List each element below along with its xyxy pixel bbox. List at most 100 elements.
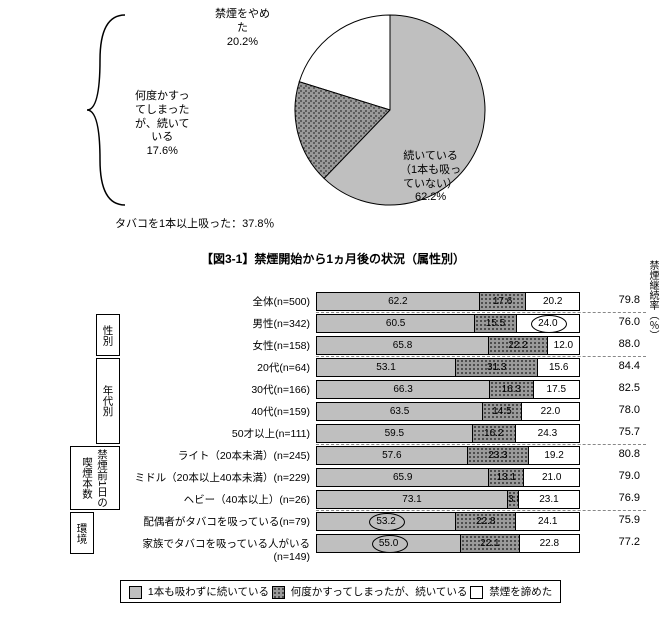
stacked-bar: 65.822.212.0 — [316, 336, 580, 355]
group-divider — [316, 312, 646, 313]
bar-segment: 55.0 — [317, 535, 460, 552]
bar-segment: 63.5 — [317, 403, 482, 420]
group-divider — [316, 356, 646, 357]
bar-segment: 16.2 — [472, 425, 515, 442]
row-label: ミドル（20本以上40本未満）(n=229) — [130, 470, 310, 485]
bar-segment: 16.3 — [489, 381, 532, 398]
bar-segment: 17.5 — [533, 381, 579, 398]
row-label: 配偶者がタバコを吸っている(n=79) — [130, 514, 310, 529]
bar-segment: 65.9 — [317, 469, 488, 486]
bar-segment: 66.3 — [317, 381, 489, 398]
group-label: 年代別 — [96, 358, 120, 444]
group-label: 禁煙前1日の喫煙本数 — [70, 446, 120, 510]
rate-value: 80.8 — [600, 448, 640, 460]
bar-row: 家族でタバコを吸っている人がいる(n=149)55.022.122.877.2 — [0, 532, 666, 554]
bar-segment: 62.2 — [317, 293, 479, 310]
bar-segment: 23.3 — [467, 447, 529, 464]
bar-row: 全体(n=500) 62.217.620.2 79.8 — [0, 290, 666, 312]
stacked-bar: 53.131.315.6 — [316, 358, 580, 377]
stacked-bar: 57.623.319.2 — [316, 446, 580, 465]
row-label: 家族でタバコを吸っている人がいる(n=149) — [130, 536, 310, 563]
row-label: 男性(n=342) — [130, 316, 310, 331]
bar-segment: 22.8 — [519, 535, 579, 552]
page-root: { "pie": { "cx": 110, "cy": 110, "r": 95… — [0, 0, 666, 620]
stacked-bar-chart: 全体(n=500)62.217.620.279.8男性(n=342)60.515… — [0, 290, 666, 554]
legend-swatch — [470, 586, 483, 599]
rate-value: 75.9 — [600, 514, 640, 526]
rate-value: 79.0 — [600, 470, 640, 482]
bar-segment: 73.1 — [317, 491, 507, 508]
stacked-bar: 63.514.522.0 — [316, 402, 580, 421]
legend-label: 1本も吸わずに続いている — [145, 586, 272, 598]
rate-value: 79.8 — [600, 294, 640, 306]
stacked-bar: 59.516.224.3 — [316, 424, 580, 443]
group-label: 性別 — [96, 314, 120, 356]
bar-segment: 31.3 — [455, 359, 537, 376]
row-label: ヘビー（40本以上）(n=26) — [130, 492, 310, 507]
pie-slice-label: 禁煙をやめた20.2% — [215, 8, 270, 49]
bar-segment: 22.8 — [455, 513, 515, 530]
bar-segment: 22.2 — [488, 337, 547, 354]
bar-segment: 65.8 — [317, 337, 488, 354]
stacked-bar: 60.515.524.0 — [316, 314, 580, 333]
bar-segment: 21.0 — [523, 469, 579, 486]
bar-segment: 15.5 — [474, 315, 515, 332]
bar-segment: 24.1 — [515, 513, 579, 530]
bar-segment: 53.2 — [317, 513, 455, 530]
brace-icon — [85, 10, 135, 210]
bar-segment: 57.6 — [317, 447, 467, 464]
rate-value: 82.5 — [600, 382, 640, 394]
pie-slice-label: 続いている（1本も吸っていない）62.2% — [400, 150, 461, 205]
bar-segment: 53.1 — [317, 359, 455, 376]
bar-segment: 20.2 — [525, 293, 579, 310]
pie-svg — [280, 0, 500, 220]
stacked-bar: 66.316.317.5 — [316, 380, 580, 399]
group-divider — [316, 510, 646, 511]
row-label: 女性(n=158) — [130, 338, 310, 353]
bar-segment: 60.5 — [317, 315, 474, 332]
legend-swatch — [272, 586, 285, 599]
rate-value: 76.0 — [600, 316, 640, 328]
stacked-bar: 55.022.122.8 — [316, 534, 580, 553]
pie-footer: タバコを1本以上吸った：37.8％ — [115, 215, 275, 231]
stacked-bar: 65.913.121.0 — [316, 468, 580, 487]
rate-value: 88.0 — [600, 338, 640, 350]
stacked-bar: 53.222.824.1 — [316, 512, 580, 531]
rate-value: 75.7 — [600, 426, 640, 438]
bar-segment: 59.5 — [317, 425, 472, 442]
rate-value: 77.2 — [600, 536, 640, 548]
stacked-bar: 73.13.823.1 — [316, 490, 580, 509]
group-divider — [316, 444, 646, 445]
legend-label: 何度かすってしまったが、続いている — [288, 586, 470, 598]
bar-row: 配偶者がタバコを吸っている(n=79) 53.222.824.1 75.9 — [0, 510, 666, 532]
bar-segment: 23.1 — [518, 491, 579, 508]
rate-value: 84.4 — [600, 360, 640, 372]
bar-segment: 17.6 — [479, 293, 526, 310]
row-label: 20代(n=64) — [130, 360, 310, 375]
rate-value: 78.0 — [600, 404, 640, 416]
row-label: ライト（20本未満）(n=245) — [130, 448, 310, 463]
bar-segment: 14.5 — [482, 403, 521, 420]
group-label: 環境 — [70, 512, 94, 554]
pie-slice-label: 何度かすってしまったが、続いている17.6% — [135, 90, 190, 159]
bar-segment: 3.8 — [507, 491, 518, 508]
pie-chart-area: 続いている（1本も吸っていない）62.2% 何度かすってしまったが、続いている17… — [0, 0, 666, 240]
row-label: 30代(n=166) — [130, 382, 310, 397]
bar-segment: 24.3 — [515, 425, 579, 442]
legend-label: 禁煙を諦めた — [486, 586, 552, 598]
legend: 1本も吸わずに続いている 何度かすってしまったが、続いている 禁煙を諦めた — [120, 580, 561, 603]
bar-segment: 19.2 — [528, 447, 579, 464]
rate-value: 76.9 — [600, 492, 640, 504]
row-label: 全体(n=500) — [130, 294, 310, 309]
bar-segment: 22.0 — [521, 403, 579, 420]
chart-title: 【図3-1】禁煙開始から1ヵ月後の状況（属性別） — [0, 250, 666, 267]
bar-segment: 24.0 — [516, 315, 579, 332]
row-label: 40代(n=159) — [130, 404, 310, 419]
row-label: 50才以上(n=111) — [130, 426, 310, 441]
bar-segment: 15.6 — [537, 359, 579, 376]
bar-segment: 12.0 — [547, 337, 579, 354]
legend-swatch — [129, 586, 142, 599]
bar-segment: 22.1 — [460, 535, 519, 552]
bar-segment: 13.1 — [488, 469, 523, 486]
stacked-bar: 62.217.620.2 — [316, 292, 580, 311]
